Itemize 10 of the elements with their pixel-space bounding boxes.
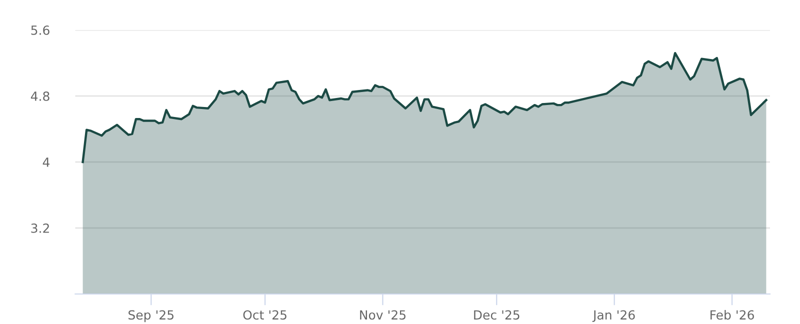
x-tick-label: Dec '25 — [474, 310, 520, 320]
x-tick-label: Oct '25 — [243, 310, 286, 320]
x-tick-label: Feb '26 — [710, 310, 754, 320]
y-tick-label: 4 — [42, 158, 50, 167]
x-tick-label: Sep '25 — [128, 310, 174, 322]
y-tick-label: 4.8 — [30, 91, 50, 101]
x-tick-label: Nov '25 — [360, 310, 406, 320]
y-tick-label: 3.2 — [31, 223, 49, 233]
y-tick-label: 5.6 — [31, 25, 50, 35]
x-tick-label: Jan '26 — [592, 310, 635, 322]
